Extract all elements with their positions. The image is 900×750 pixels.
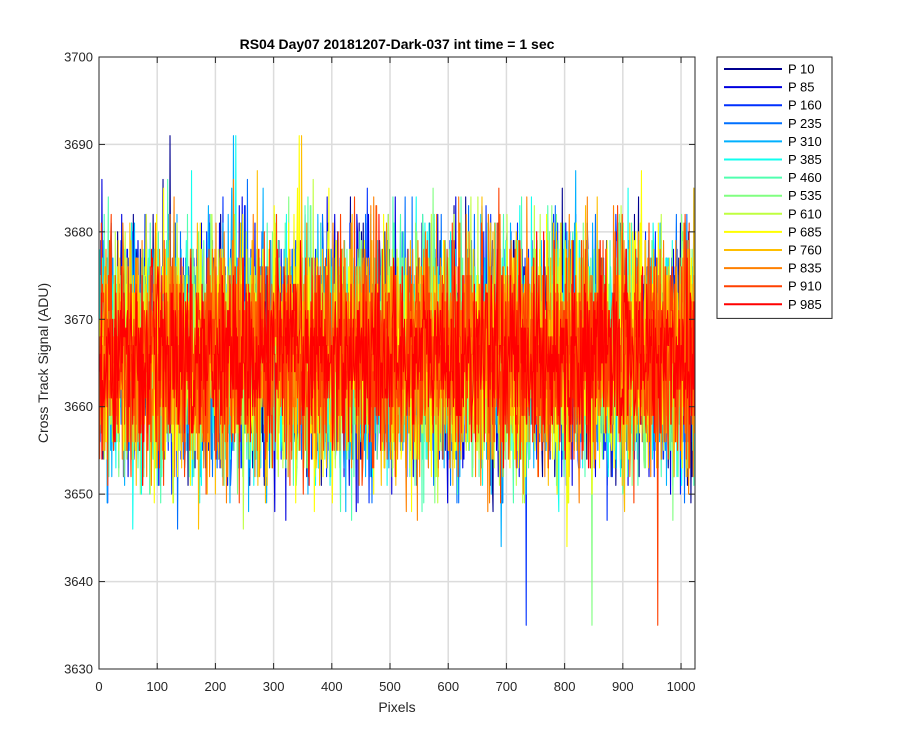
- y-tick-label: 3660: [64, 399, 93, 414]
- x-tick-label: 800: [554, 679, 576, 694]
- legend-label: P 385: [788, 152, 822, 167]
- legend-label: P 235: [788, 116, 822, 131]
- plot-clip-region: [99, 135, 695, 626]
- x-tick-label: 500: [379, 679, 401, 694]
- axis-ticks: 0 100 200 300 400 500 600 700 800 900 1000 3630 3640…: [64, 50, 695, 695]
- x-tick-label: 600: [437, 679, 459, 694]
- legend-label: P 910: [788, 279, 822, 294]
- legend-label: P 610: [788, 206, 822, 221]
- x-tick-label: 700: [496, 679, 518, 694]
- legend-label: P 835: [788, 261, 822, 276]
- legend: P 10 P 85 P 160 P 235 P 310 P 385 P 460 P 535 P …: [716, 56, 833, 319]
- legend-label: P 985: [788, 297, 822, 312]
- legend-label: P 535: [788, 188, 822, 203]
- legend-label: P 10: [788, 62, 815, 77]
- x-tick-label: 1000: [667, 679, 696, 694]
- y-axis-label: Cross Track Signal (ADU): [35, 283, 51, 443]
- plot-frame: [98, 56, 696, 670]
- legend-label: P 85: [788, 80, 815, 95]
- chart-title: RS04 Day07 20181207-Dark-037 int time = …: [240, 36, 555, 52]
- legend-label: P 760: [788, 243, 822, 258]
- y-tick-label: 3650: [64, 487, 93, 502]
- y-tick-label: 3670: [64, 312, 93, 327]
- series-line-p985: [99, 213, 695, 486]
- legend-box: [716, 56, 833, 319]
- legend-label: P 310: [788, 134, 822, 149]
- x-tick-label: 0: [95, 679, 102, 694]
- y-tick-label: 3630: [64, 662, 93, 677]
- y-tick-label: 3640: [64, 574, 93, 589]
- legend-label: P 160: [788, 98, 822, 113]
- x-tick-label: 400: [321, 679, 343, 694]
- x-tick-label: 200: [205, 679, 227, 694]
- legend-label: P 460: [788, 170, 822, 185]
- y-tick-label: 3700: [64, 50, 93, 65]
- x-tick-label: 900: [612, 679, 634, 694]
- series-layer: [99, 135, 695, 626]
- y-tick-label: 3680: [64, 224, 93, 239]
- y-tick-label: 3690: [64, 137, 93, 152]
- x-axis-label: Pixels: [378, 699, 415, 715]
- x-tick-label: 100: [146, 679, 168, 694]
- legend-label: P 685: [788, 224, 822, 239]
- x-tick-label: 300: [263, 679, 285, 694]
